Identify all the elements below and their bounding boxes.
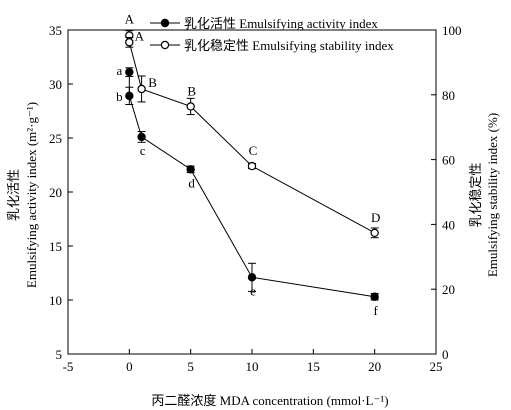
data-label: e bbox=[250, 283, 256, 298]
legend-marker bbox=[160, 40, 170, 50]
y-right-tick-label: 20 bbox=[442, 282, 455, 297]
data-label: a bbox=[116, 63, 122, 78]
y-right-tick-label: 40 bbox=[442, 217, 455, 232]
legend-label: 乳化活性 Emulsifying activity index bbox=[184, 16, 378, 31]
data-label: A bbox=[125, 12, 135, 27]
y-left-tick-label: 20 bbox=[49, 185, 62, 200]
data-point bbox=[186, 165, 195, 174]
x-tick-label: -5 bbox=[63, 359, 74, 374]
x-tick-label: 25 bbox=[430, 359, 443, 374]
data-point bbox=[125, 38, 134, 47]
x-tick-label: 15 bbox=[307, 359, 320, 374]
y-left-tick-label: 35 bbox=[49, 23, 62, 38]
series-emulsifying-activity: ab c d e f bbox=[116, 63, 379, 318]
y-left-tick-label: 25 bbox=[49, 131, 62, 146]
y-right-label-cn: 乳化稳定性 bbox=[468, 162, 483, 227]
legend-label: 乳化稳定性 Emulsifying stability index bbox=[184, 38, 394, 53]
legend-marker bbox=[160, 18, 170, 28]
data-label: B bbox=[187, 83, 196, 98]
y-left-tick-label: 15 bbox=[49, 239, 62, 254]
x-tick-label: 5 bbox=[187, 359, 194, 374]
data-point bbox=[247, 273, 257, 282]
data-label: A bbox=[135, 28, 145, 43]
data-label: d bbox=[188, 175, 195, 190]
y-left-label-en: Emulsifying activity index (m²·g⁻¹) bbox=[24, 102, 39, 288]
y-left-tick-label: 5 bbox=[56, 347, 63, 362]
plot-frame bbox=[67, 29, 437, 355]
data-point bbox=[370, 292, 379, 301]
x-tick-label: 10 bbox=[246, 359, 259, 374]
data-label: f bbox=[373, 303, 378, 318]
series-layer: ab c d e f AA B B C D bbox=[116, 12, 380, 318]
data-label: D bbox=[371, 210, 380, 225]
y-left-tick-label: 30 bbox=[49, 77, 62, 92]
x-axis-label: 丙二醛浓度 MDA concentration (mmol·L⁻¹) bbox=[151, 393, 388, 408]
data-point bbox=[186, 102, 195, 111]
y-left-tick-label: 10 bbox=[49, 293, 62, 308]
x-tick-label: 20 bbox=[368, 359, 381, 374]
data-label: c bbox=[140, 143, 146, 158]
axes: -5 0 5 10 15 20 25 5 10 15 20 25 30 35 0 20 40 60 80 100 bbox=[49, 23, 462, 374]
y-right-tick-label: 0 bbox=[442, 347, 449, 362]
data-point bbox=[125, 91, 134, 101]
data-label: C bbox=[249, 143, 258, 158]
y-left-label-cn: 乳化活性 bbox=[6, 169, 21, 221]
y-right-tick-label: 60 bbox=[442, 153, 455, 168]
series-emulsifying-stability: AA B B C D bbox=[125, 12, 380, 239]
series-line bbox=[128, 35, 375, 234]
data-point bbox=[370, 228, 379, 238]
y-right-label-en: Emulsifying stability index (%) bbox=[485, 113, 500, 277]
data-point bbox=[137, 132, 146, 142]
data-point bbox=[125, 67, 134, 77]
y-right-tick-label: 100 bbox=[442, 23, 462, 38]
data-label: b bbox=[116, 89, 123, 104]
y-right-tick-label: 80 bbox=[442, 88, 455, 103]
legend: 乳化活性 Emulsifying activity index 乳化稳定性 Emu… bbox=[150, 16, 394, 53]
x-tick-label: 0 bbox=[126, 359, 133, 374]
data-point bbox=[247, 161, 257, 171]
data-point bbox=[137, 84, 146, 94]
data-label: B bbox=[148, 75, 157, 90]
